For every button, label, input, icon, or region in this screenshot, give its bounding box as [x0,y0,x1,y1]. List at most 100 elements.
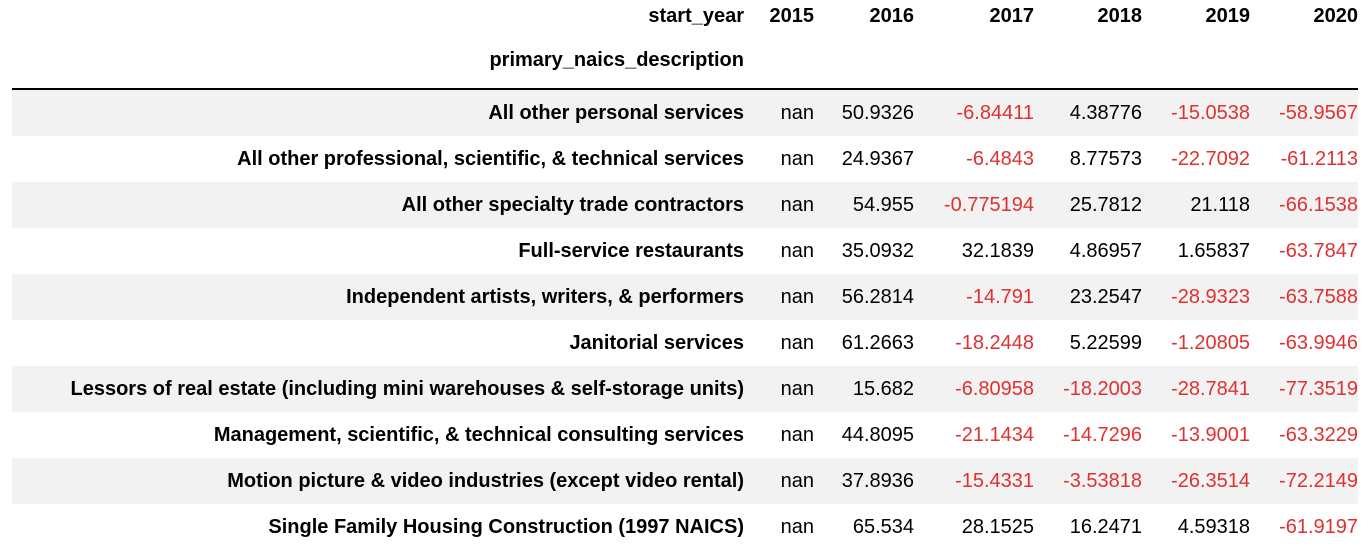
row-label: Management, scientific, & technical cons… [213,424,744,446]
cell-2018: 16.2471 [1069,516,1142,538]
cell-2020: -63.7847 [1279,240,1358,262]
cell-2017: -14.791 [966,286,1034,308]
cell-2015: nan [780,424,814,446]
empty-header-cell [1250,32,1358,89]
row-label: Lessors of real estate (including mini w… [70,378,745,400]
cell-2019: -26.3514 [1171,470,1250,492]
columns-name-label: start_year [648,5,744,27]
table-row: All other specialty trade contractors nan… [12,182,1358,228]
cell-2018: 4.38776 [1069,102,1142,124]
column-header-2015: 2015 [769,5,815,27]
table-row: Management, scientific, & technical cons… [12,412,1358,458]
cell-2017: -0.775194 [943,194,1034,216]
table-row: Single Family Housing Construction (1997… [12,504,1358,550]
cell-2015: nan [780,470,814,492]
cell-2020: -77.3519 [1279,378,1358,400]
table-row: Independent artists, writers, & performe… [12,274,1358,320]
cell-2016: 56.2814 [841,286,914,308]
cell-2017: -6.80958 [955,378,1034,400]
empty-header-cell [1142,32,1250,89]
cell-2015: nan [780,286,814,308]
cell-2017: -6.4843 [966,148,1034,170]
cell-2017: -15.4331 [955,470,1034,492]
cell-2020: -72.2149 [1279,470,1358,492]
cell-2016: 61.2663 [841,332,914,354]
table-row: Full-service restaurants nan 35.0932 32.183… [12,228,1358,274]
cell-2016: 24.9367 [841,148,914,170]
cell-2020: -61.2113 [1280,148,1358,170]
row-label: Motion picture & video industries (excep… [227,470,744,492]
cell-2015: nan [780,240,814,262]
index-name-row: primary_naics_description [12,32,1358,89]
cell-2019: 21.118 [1190,194,1250,216]
cell-2018: 25.7812 [1069,194,1142,216]
table-row: Motion picture & video industries (excep… [12,458,1358,504]
cell-2018: 8.77573 [1069,148,1142,170]
cell-2019: -15.0538 [1171,102,1250,124]
cell-2019: -1.20805 [1171,332,1250,354]
cell-2019: 1.65837 [1177,240,1250,262]
row-label: Single Family Housing Construction (1997… [268,516,744,538]
row-label: Full-service restaurants [518,240,744,262]
cell-2020: -61.9197 [1279,516,1358,538]
cell-2018: -18.2003 [1063,378,1142,400]
table-row: All other personal services nan 50.9326 -6.… [12,89,1358,136]
cell-2016: 54.955 [852,194,914,216]
index-name-label: primary_naics_description [489,49,744,71]
column-header-2016: 2016 [869,5,915,27]
cell-2019: 4.59318 [1177,516,1250,538]
cell-2018: 23.2547 [1069,286,1142,308]
table-row: Lessors of real estate (including mini w… [12,366,1358,412]
cell-2020: -63.7588 [1279,286,1358,308]
cell-2018: 4.86957 [1069,240,1142,262]
cell-2018: 5.22599 [1069,332,1142,354]
cell-2019: -22.7092 [1171,148,1250,170]
table-row: Janitorial services nan 61.2663 -18.2448 5.2… [12,320,1358,366]
cell-2016: 35.0932 [841,240,914,262]
column-header-row: start_year 2015 2016 2017 2018 2019 2020 [12,0,1358,32]
cell-2018: -14.7296 [1063,424,1142,446]
cell-2015: nan [780,194,814,216]
table-row: All other professional, scientific, & te… [12,136,1358,182]
row-label: All other specialty trade contractors [401,194,744,216]
cell-2016: 44.8095 [841,424,914,446]
cell-2015: nan [780,102,814,124]
cell-2016: 65.534 [852,516,914,538]
empty-header-cell [744,32,814,89]
column-header-2018: 2018 [1097,5,1143,27]
column-header-2020: 2020 [1313,5,1359,27]
cell-2016: 15.682 [852,378,914,400]
row-label: All other professional, scientific, & te… [237,148,744,170]
row-label: Janitorial services [569,332,744,354]
cell-2018: -3.53818 [1063,470,1142,492]
empty-header-cell [914,32,1034,89]
cell-2017: 32.1839 [961,240,1034,262]
dataframe-table: start_year 2015 2016 2017 2018 2019 2020… [12,0,1358,550]
table-header: start_year 2015 2016 2017 2018 2019 2020… [12,0,1358,89]
cell-2020: -58.9567 [1279,102,1358,124]
cell-2015: nan [780,332,814,354]
table-body: All other personal services nan 50.9326 -6.… [12,89,1358,550]
cell-2015: nan [780,148,814,170]
cell-2017: -18.2448 [955,332,1034,354]
cell-2020: -66.1538 [1279,194,1358,216]
cell-2020: -63.9946 [1279,332,1358,354]
cell-2019: -13.9001 [1171,424,1250,446]
empty-header-cell [1034,32,1142,89]
cell-2015: nan [780,516,814,538]
cell-2016: 50.9326 [841,102,914,124]
cell-2017: 28.1525 [961,516,1034,538]
cell-2017: -21.1434 [955,424,1034,446]
empty-header-cell [814,32,914,89]
column-header-2019: 2019 [1205,5,1251,27]
cell-2019: -28.9323 [1171,286,1250,308]
cell-2015: nan [780,378,814,400]
cell-2019: -28.7841 [1171,378,1250,400]
cell-2016: 37.8936 [841,470,914,492]
row-label: Independent artists, writers, & performe… [346,286,744,308]
column-header-2017: 2017 [989,5,1035,27]
row-label: All other personal services [488,102,744,124]
cell-2017: -6.84411 [956,102,1034,124]
cell-2020: -63.3229 [1279,424,1358,446]
